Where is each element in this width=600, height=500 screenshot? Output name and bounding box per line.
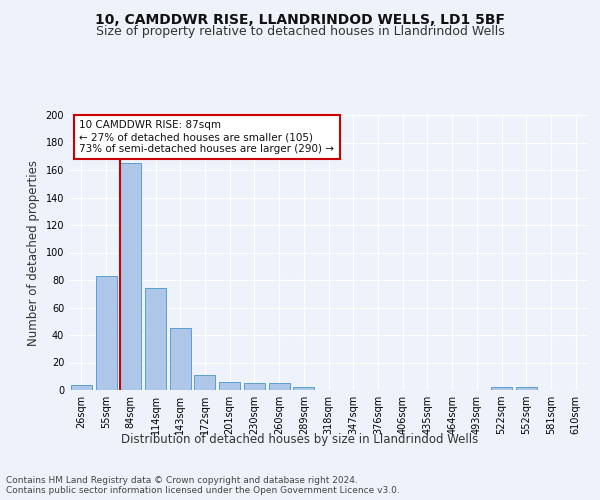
Bar xyxy=(95,276,116,390)
Text: Distribution of detached houses by size in Llandrindod Wells: Distribution of detached houses by size … xyxy=(121,432,479,446)
Bar xyxy=(120,163,141,390)
Bar xyxy=(516,387,537,390)
Bar xyxy=(293,387,314,390)
Bar xyxy=(71,384,92,390)
Bar xyxy=(219,382,240,390)
Bar xyxy=(194,375,215,390)
Bar xyxy=(145,288,166,390)
Bar xyxy=(269,383,290,390)
Bar xyxy=(244,383,265,390)
Y-axis label: Number of detached properties: Number of detached properties xyxy=(27,160,40,346)
Text: 10, CAMDDWR RISE, LLANDRINDOD WELLS, LD1 5BF: 10, CAMDDWR RISE, LLANDRINDOD WELLS, LD1… xyxy=(95,12,505,26)
Text: Contains HM Land Registry data © Crown copyright and database right 2024.
Contai: Contains HM Land Registry data © Crown c… xyxy=(6,476,400,495)
Bar xyxy=(170,328,191,390)
Text: 10 CAMDDWR RISE: 87sqm
← 27% of detached houses are smaller (105)
73% of semi-de: 10 CAMDDWR RISE: 87sqm ← 27% of detached… xyxy=(79,120,334,154)
Bar xyxy=(491,387,512,390)
Text: Size of property relative to detached houses in Llandrindod Wells: Size of property relative to detached ho… xyxy=(95,25,505,38)
